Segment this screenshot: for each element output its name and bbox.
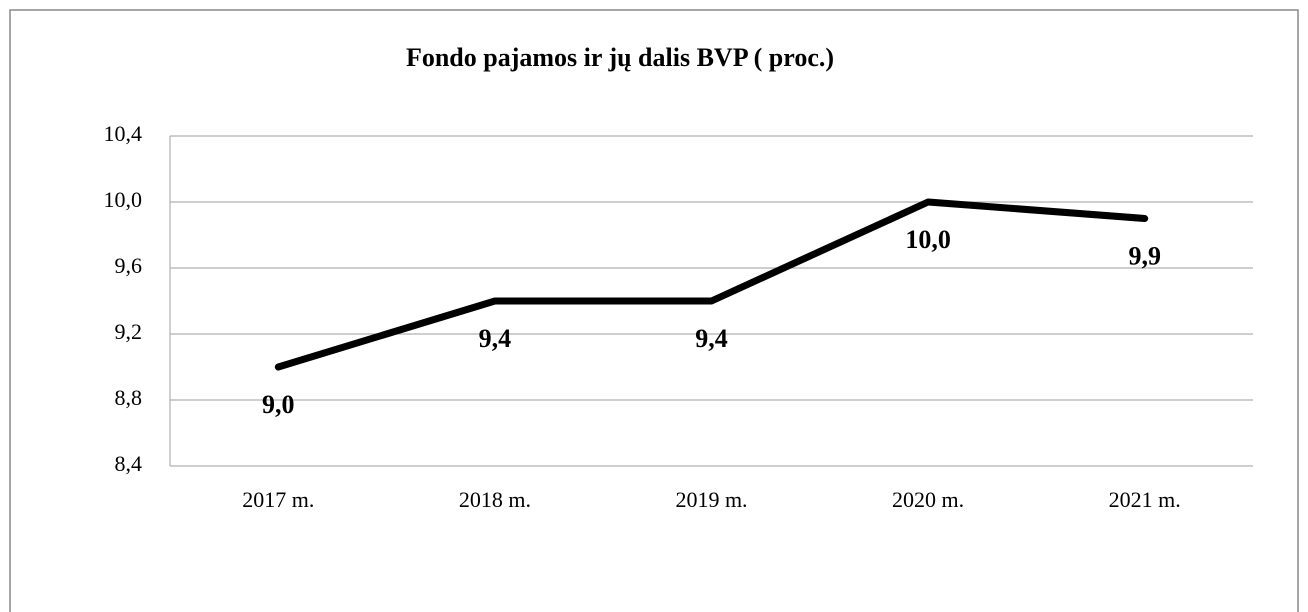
y-tick-label: 8,8 (115, 385, 143, 410)
chart-border (9, 9, 1299, 612)
y-tick-label: 9,2 (115, 319, 143, 344)
y-tick-label: 8,4 (115, 451, 143, 476)
chart-title: Fondo pajamos ir jų dalis BVP ( proc.) (406, 43, 834, 72)
x-tick-label: 2021 m. (1109, 487, 1181, 512)
y-tick-label: 10,0 (104, 187, 143, 212)
x-tick-label: 2018 m. (459, 487, 531, 512)
data-label: 9,4 (695, 324, 728, 353)
data-label: 9,0 (262, 390, 295, 419)
data-line (274, 198, 1149, 371)
x-tick-label: 2017 m. (242, 487, 314, 512)
y-tick-label: 9,6 (115, 253, 143, 278)
x-tick-label: 2020 m. (892, 487, 964, 512)
y-tick-label: 10,4 (104, 121, 143, 146)
data-label: 9,4 (479, 324, 512, 353)
data-label: 9,9 (1128, 241, 1161, 270)
x-tick-label: 2019 m. (675, 487, 747, 512)
data-label: 10,0 (905, 225, 951, 254)
